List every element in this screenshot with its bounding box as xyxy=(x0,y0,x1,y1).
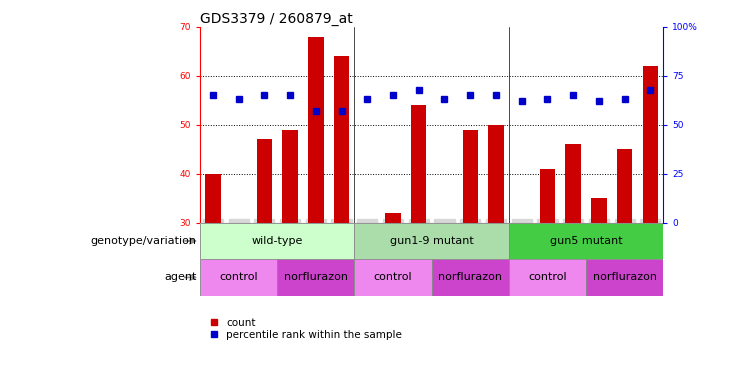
Legend: count, percentile rank within the sample: count, percentile rank within the sample xyxy=(205,314,406,344)
Bar xyxy=(431,259,509,296)
Bar xyxy=(488,125,504,223)
Text: control: control xyxy=(373,272,412,283)
Bar xyxy=(642,66,658,223)
Bar xyxy=(200,259,277,296)
Text: genotype/variation: genotype/variation xyxy=(90,236,196,246)
Bar xyxy=(462,130,478,223)
Text: gun5 mutant: gun5 mutant xyxy=(550,236,622,246)
Text: control: control xyxy=(219,272,258,283)
Text: gun1-9 mutant: gun1-9 mutant xyxy=(390,236,473,246)
Bar xyxy=(334,56,349,223)
Bar xyxy=(354,259,431,296)
Bar xyxy=(277,259,354,296)
Text: GDS3379 / 260879_at: GDS3379 / 260879_at xyxy=(200,12,353,26)
Text: norflurazon: norflurazon xyxy=(284,272,348,283)
Text: norflurazon: norflurazon xyxy=(438,272,502,283)
Text: agent: agent xyxy=(164,272,196,283)
Bar xyxy=(586,259,663,296)
Text: control: control xyxy=(528,272,567,283)
Bar xyxy=(282,130,298,223)
Bar xyxy=(617,149,632,223)
Bar xyxy=(509,259,586,296)
Bar xyxy=(539,169,555,223)
Bar xyxy=(591,198,607,223)
Text: norflurazon: norflurazon xyxy=(593,272,657,283)
Bar xyxy=(411,105,427,223)
Bar xyxy=(256,139,272,223)
Bar xyxy=(200,223,354,259)
Bar xyxy=(565,144,581,223)
Bar xyxy=(205,174,221,223)
Bar xyxy=(354,223,509,259)
Bar xyxy=(509,223,663,259)
Bar xyxy=(308,36,324,223)
Bar xyxy=(385,213,401,223)
Text: wild-type: wild-type xyxy=(252,236,303,246)
